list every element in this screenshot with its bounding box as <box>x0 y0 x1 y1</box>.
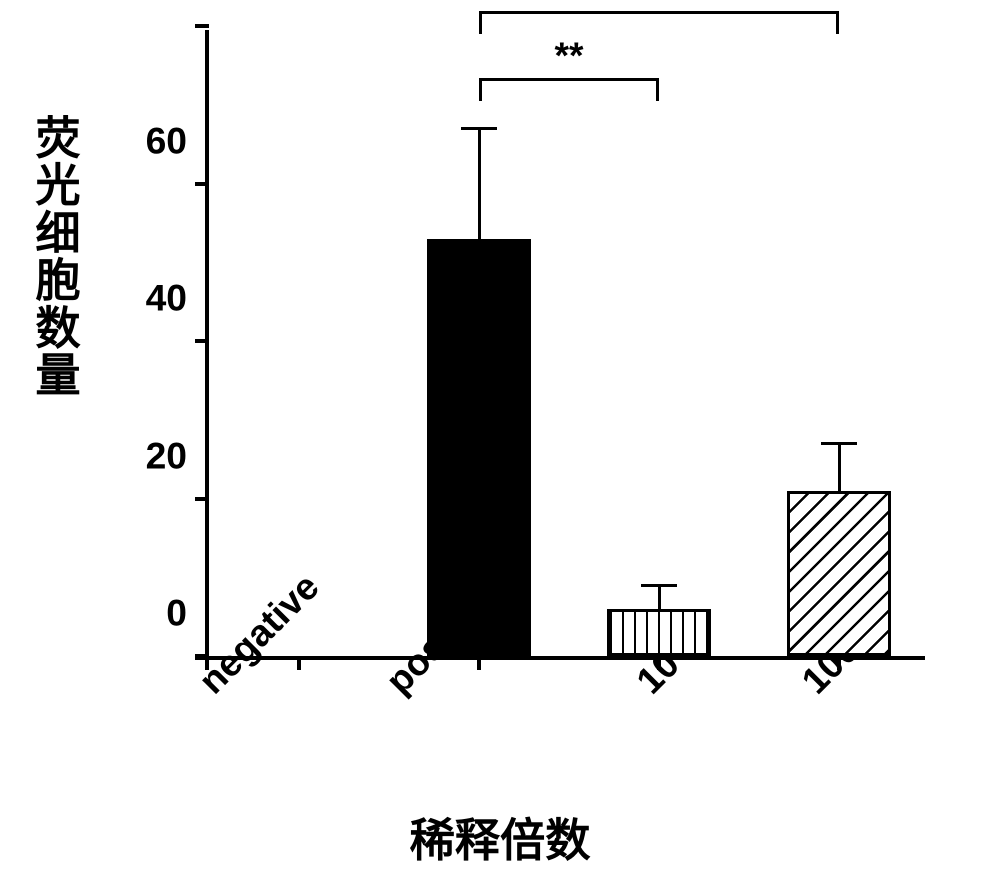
y-axis-tick <box>195 182 209 186</box>
y-axis-tick-label: 60 <box>146 119 187 162</box>
y-axis-label: 荧光细胞数量 <box>28 115 88 400</box>
y-axis-tick-label: 80 <box>146 0 187 5</box>
x-axis-label: 稀释倍数 <box>0 805 1000 870</box>
x-axis-tick <box>477 656 481 670</box>
significance-bracket <box>656 78 659 101</box>
significance-bracket <box>479 11 482 34</box>
significance-bracket <box>479 78 482 101</box>
y-axis-tick <box>195 24 209 28</box>
error-bar-cap <box>461 127 497 130</box>
significance-bracket <box>479 11 839 14</box>
y-axis-tick-label: 20 <box>146 434 187 477</box>
error-bar-cap <box>821 442 857 445</box>
y-axis-tick-label: 40 <box>146 277 187 320</box>
bar <box>607 609 711 656</box>
plot-area: 020406080negativepositive10100*** <box>205 30 925 660</box>
error-bar-stem <box>838 443 841 490</box>
bar <box>787 491 891 656</box>
bar <box>427 239 531 656</box>
significance-bracket <box>836 11 839 34</box>
x-axis-tick <box>297 656 301 670</box>
significance-bracket <box>479 78 659 81</box>
y-axis-tick-label: 0 <box>166 592 187 635</box>
y-axis-tick <box>195 497 209 501</box>
chart-figure: 荧光细胞数量 稀释倍数 020406080negativepositive101… <box>0 0 1000 895</box>
error-bar-stem <box>478 128 481 238</box>
significance-label: * <box>652 0 667 10</box>
error-bar-cap <box>641 584 677 587</box>
x-axis-tick-label: negative <box>190 565 327 702</box>
y-axis-tick <box>195 339 209 343</box>
significance-label: ** <box>555 34 584 77</box>
error-bar-stem <box>658 585 661 609</box>
